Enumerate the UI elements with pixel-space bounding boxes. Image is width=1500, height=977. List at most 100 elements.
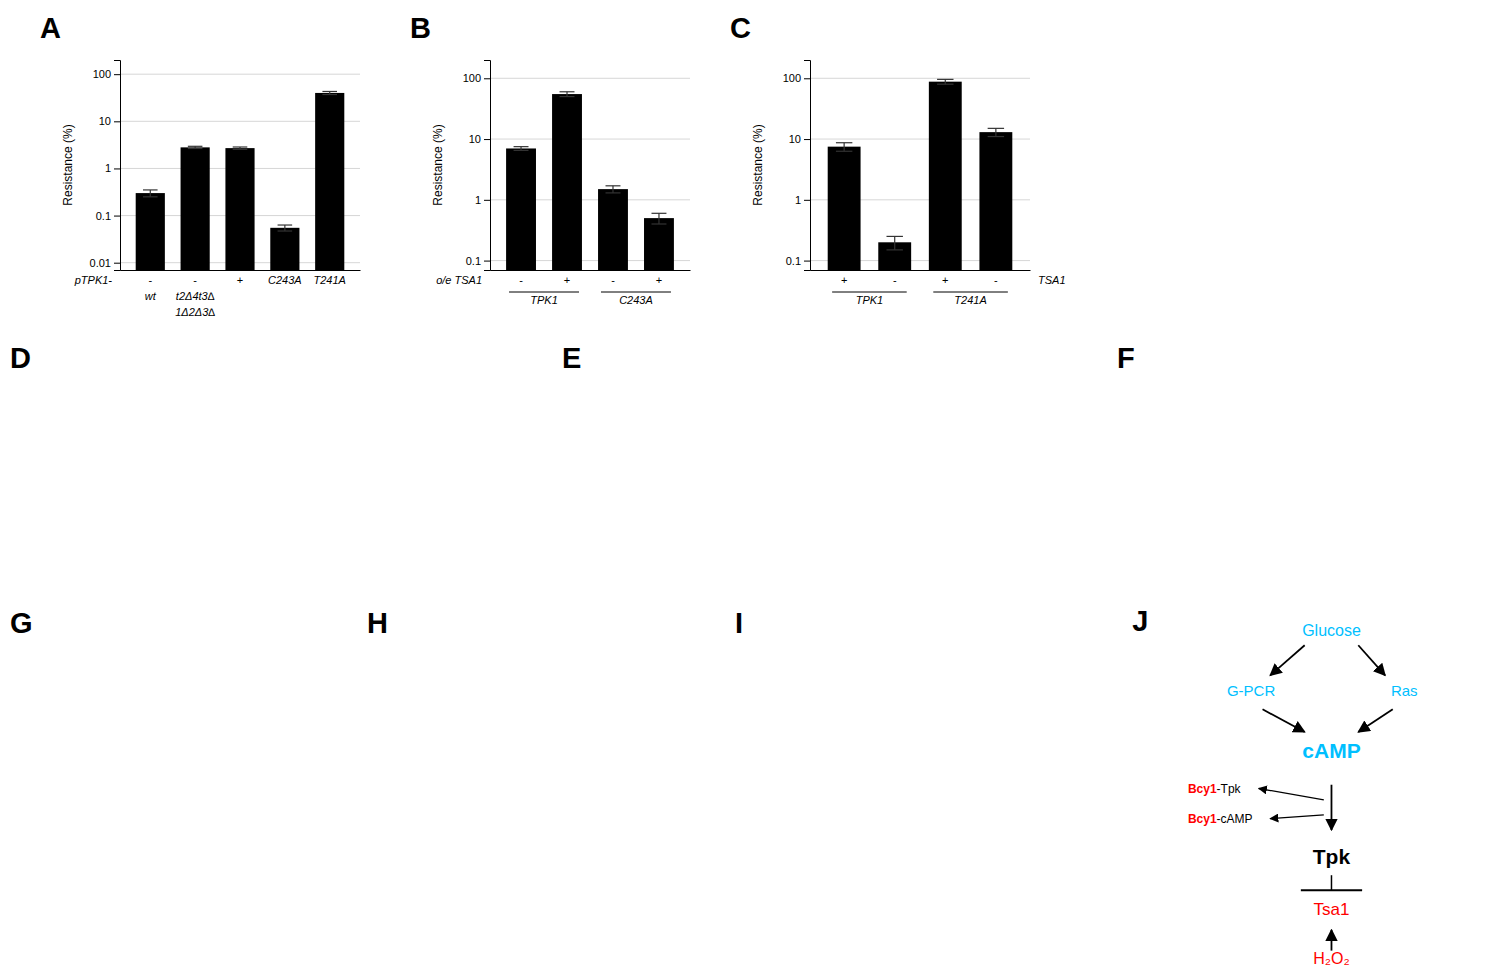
y-axis-line (484, 61, 491, 271)
x-axis-line (811, 270, 1031, 271)
y-tick-label: 1 (105, 162, 111, 174)
x-tick-label: C243A (268, 274, 302, 286)
y-tick: 0.1 (466, 255, 490, 267)
error-cap (322, 94, 337, 95)
x-tick: + (656, 274, 662, 286)
row-header: o/e TSA1 (436, 274, 482, 286)
bar (598, 189, 628, 270)
y-tick: 10 (99, 115, 120, 127)
arrow (1358, 645, 1385, 675)
panel-label: D (10, 342, 31, 374)
error-cap (988, 128, 1004, 129)
y-tick-label: 10 (469, 133, 481, 145)
panel-label: J (1132, 605, 1148, 637)
y-tick-mark (114, 263, 120, 264)
error-bar (606, 186, 621, 193)
pathway-diagram: JGlucoseG-PCRRascAMPBcy1-TpkBcy1-cAMPTpk… (1132, 605, 1417, 967)
error-cap (560, 91, 575, 92)
x-tick: + (942, 274, 948, 286)
error-cap (514, 150, 529, 151)
y-tick: 1 (795, 194, 810, 206)
y-tick-mark (804, 200, 810, 201)
y-tick-mark (484, 261, 490, 262)
error-cap (937, 84, 953, 85)
pathway-node: G-PCR (1227, 682, 1276, 699)
y-tick-label: 10 (789, 133, 801, 145)
pathway-node: Tsa1 (1314, 900, 1350, 919)
y-tick-mark (804, 139, 810, 140)
y-tick: 0.1 (786, 255, 810, 267)
bar (225, 148, 254, 270)
x-tick: - (193, 274, 197, 286)
pathway-node: cAMP (1302, 739, 1360, 762)
arrow (1259, 789, 1324, 800)
y-tick: 100 (93, 68, 120, 80)
error-cap (188, 148, 203, 149)
inhibition-bar (1301, 889, 1362, 891)
error-cap (836, 142, 852, 143)
y-axis: 0.1110100 (463, 61, 491, 271)
group-label: TPK1 (530, 294, 558, 306)
error-bar (937, 79, 953, 84)
error-cap (143, 189, 158, 190)
error-cap (278, 224, 293, 225)
error-cap (988, 136, 1004, 137)
error-cap (606, 192, 621, 193)
x-tick: + (841, 274, 847, 286)
x-tick: T241A (314, 274, 346, 286)
x-tick-label: - (893, 274, 897, 286)
error-line (658, 213, 659, 224)
panel-label: C (730, 12, 751, 44)
error-cap (322, 91, 337, 92)
group-underline (509, 292, 579, 293)
error-line (945, 79, 946, 84)
group-underline (933, 292, 1008, 293)
error-cap (233, 146, 248, 147)
panel-label: A (40, 12, 61, 44)
panel-label: H (367, 607, 388, 639)
y-tick: 10 (789, 133, 810, 145)
bar-panel: 0.1110100-+-+o/e TSA1TPK1C243AResistance… (410, 12, 691, 306)
y-axis-title: Resistance (%) (431, 124, 445, 205)
y-tick-mark (114, 121, 120, 122)
x-tick: - (611, 274, 615, 286)
bar (136, 193, 165, 270)
y-tick: 0.01 (90, 257, 120, 269)
panel-label: B (410, 12, 431, 44)
row-label: t2Δ4t3∆ (176, 290, 215, 302)
error-bar (278, 225, 293, 231)
x-tick: - (519, 274, 523, 286)
grid-line (490, 78, 690, 79)
y-tick-mark (804, 261, 810, 262)
pathway-node: Bcy1 (1188, 782, 1217, 796)
y-axis-line (114, 61, 121, 271)
x-tick: C243A (268, 274, 302, 286)
plot-area (136, 91, 345, 270)
pathway-node: -cAMP (1217, 812, 1253, 826)
row-header: pTPK1- (74, 274, 113, 286)
error-cap (886, 236, 902, 237)
y-tick-mark (114, 216, 120, 217)
arrow (1331, 930, 1333, 951)
error-cap (188, 146, 203, 147)
arrow (1331, 785, 1333, 830)
error-cap (651, 213, 666, 214)
y-tick-label: 0.1 (786, 255, 801, 267)
y-tick: 10 (469, 133, 490, 145)
row-header: TSA1 (1038, 274, 1066, 286)
arrow (1270, 645, 1304, 675)
error-cap (514, 146, 529, 147)
error-line (894, 236, 895, 249)
error-bar (514, 147, 529, 151)
bar (929, 82, 962, 270)
error-bar (560, 92, 575, 97)
error-bar (836, 143, 852, 152)
x-tick: - (148, 274, 152, 286)
x-tick-label: + (656, 274, 662, 286)
x-tick-label: - (148, 274, 152, 286)
x-axis-line (491, 270, 691, 271)
error-cap (143, 196, 158, 197)
x-axis: -+-+ (491, 271, 691, 286)
error-line (566, 92, 567, 97)
x-tick-label: - (519, 274, 523, 286)
